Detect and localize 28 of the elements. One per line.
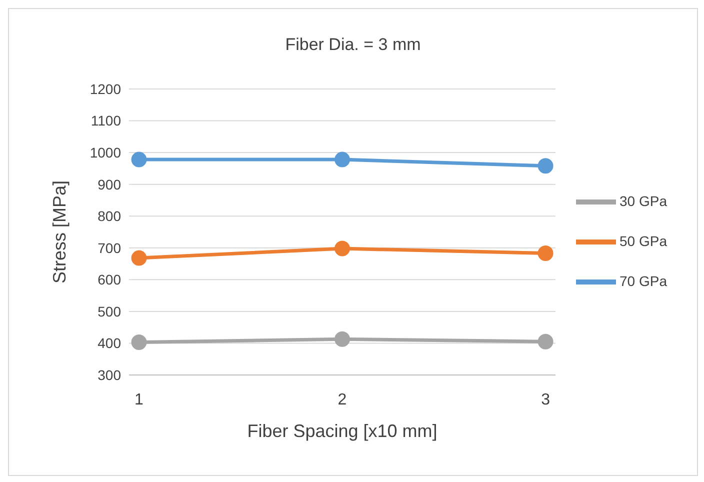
y-axis-title: Stress [MPa] — [49, 180, 70, 284]
point — [334, 152, 350, 168]
y-tick-label: 900 — [98, 176, 122, 192]
point — [538, 246, 554, 262]
y-tick-label: 600 — [98, 272, 122, 288]
point — [334, 240, 350, 256]
x-tick-label: 1 — [134, 391, 144, 408]
y-tick-label: 500 — [98, 303, 122, 320]
x-tick-label: 3 — [541, 391, 550, 408]
y-tick-label: 800 — [98, 208, 122, 224]
point — [131, 152, 147, 168]
y-tick-label: 1200 — [90, 80, 122, 97]
point — [131, 334, 147, 350]
point — [334, 331, 350, 347]
x-tick-label: 2 — [338, 391, 347, 408]
point — [538, 334, 554, 350]
point — [131, 250, 147, 266]
legend-label: 50 GPa — [620, 232, 667, 249]
y-tick-label: 700 — [98, 240, 122, 256]
y-tick-label: 300 — [98, 366, 122, 383]
y-tick-label: 400 — [98, 335, 122, 352]
point — [538, 158, 554, 174]
chart-title: Fiber Dia. = 3 mm — [284, 35, 422, 55]
legend-label: 70 GPa — [620, 273, 667, 290]
legend-label: 30 GPa — [620, 192, 667, 209]
y-tick-label: 1000 — [90, 144, 122, 161]
y-tick-label: 1100 — [90, 112, 122, 129]
x-axis-title: Fiber Spacing [x10 mm] — [247, 421, 438, 441]
